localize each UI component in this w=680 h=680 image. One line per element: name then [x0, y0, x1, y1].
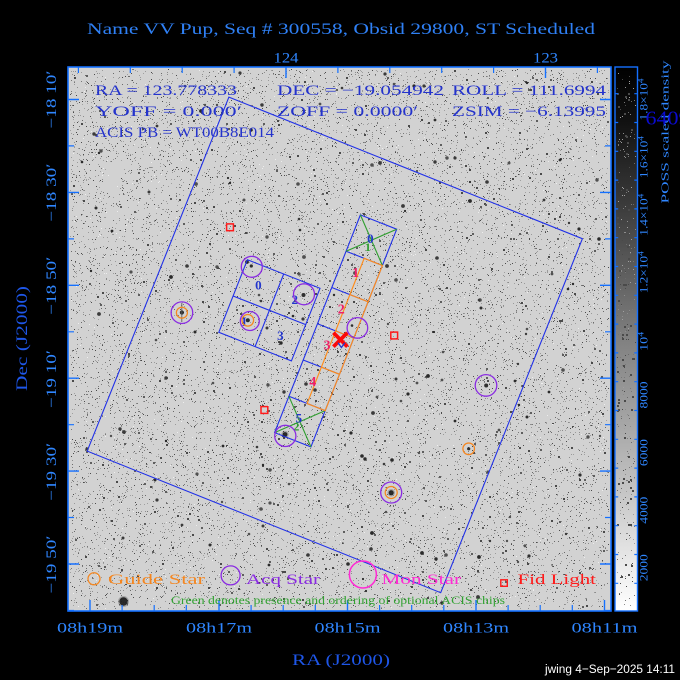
svg-text:2: 2: [293, 420, 299, 434]
svg-text:124: 124: [274, 51, 300, 67]
svg-text:08h13m: 08h13m: [443, 621, 509, 637]
svg-text:ZSIM = −6.13995: ZSIM = −6.13995: [452, 104, 606, 120]
svg-text:3: 3: [324, 339, 331, 354]
svg-text:ZOFF = 0.0000′: ZOFF = 0.0000′: [277, 104, 418, 120]
svg-text:0: 0: [255, 278, 262, 293]
svg-text:Guide Star: Guide Star: [108, 572, 205, 588]
svg-text:08h11m: 08h11m: [572, 621, 638, 637]
svg-text:4: 4: [309, 375, 316, 390]
svg-text:2: 2: [338, 302, 345, 317]
svg-text:−18 10′: −18 10′: [44, 71, 60, 129]
svg-text:ROLL = 111.6994: ROLL = 111.6994: [452, 83, 607, 99]
svg-text:jwing 4−Sep−2025 14:11: jwing 4−Sep−2025 14:11: [544, 662, 675, 676]
svg-text:−18 50′: −18 50′: [44, 257, 60, 315]
svg-text:1.8×104: 1.8×104: [637, 79, 651, 121]
svg-text:08h17m: 08h17m: [186, 621, 252, 637]
svg-text:6409: 6409: [646, 108, 680, 130]
svg-text:Green denotes presence and ord: Green denotes presence and ordering of o…: [171, 593, 505, 607]
svg-text:1: 1: [241, 314, 248, 329]
svg-text:Mon Star: Mon Star: [382, 572, 462, 588]
svg-text:DEC = −19.054942: DEC = −19.054942: [277, 83, 444, 99]
svg-text:POSS scaled density: POSS scaled density: [660, 60, 672, 204]
svg-text:−19 10′: −19 10′: [44, 350, 60, 408]
svg-text:1: 1: [365, 240, 371, 254]
svg-text:−19 30′: −19 30′: [44, 443, 60, 501]
svg-text:8000: 8000: [639, 381, 651, 408]
svg-text:YOFF = 0.000′: YOFF = 0.000′: [95, 104, 242, 120]
svg-text:ACIS PB = WT00B8E014: ACIS PB = WT00B8E014: [95, 125, 275, 141]
svg-text:RA (J2000): RA (J2000): [292, 652, 390, 669]
svg-text:08h15m: 08h15m: [315, 621, 381, 637]
svg-text:−19 50′: −19 50′: [44, 536, 60, 594]
svg-text:1.4×104: 1.4×104: [637, 194, 651, 236]
svg-text:104: 104: [637, 332, 651, 351]
svg-text:RA = 123.778333: RA = 123.778333: [95, 83, 237, 99]
svg-text:Name VV Pup, Seq # 300558, Obs: Name VV Pup, Seq # 300558, Obsid 29800, …: [87, 21, 595, 38]
svg-text:5: 5: [296, 411, 303, 426]
svg-text:Acq Star: Acq Star: [246, 572, 320, 588]
svg-text:Fid Light: Fid Light: [518, 572, 598, 588]
svg-text:1.2×104: 1.2×104: [637, 251, 651, 293]
svg-text:0: 0: [367, 231, 374, 246]
svg-text:Dec (J2000): Dec (J2000): [14, 286, 31, 391]
svg-text:08h19m: 08h19m: [57, 621, 123, 637]
svg-text:−18 30′: −18 30′: [44, 164, 60, 222]
svg-text:3: 3: [277, 328, 284, 343]
svg-text:1.6×104: 1.6×104: [637, 136, 651, 178]
svg-text:4000: 4000: [639, 496, 651, 523]
svg-text:123: 123: [533, 51, 558, 67]
svg-text:2000: 2000: [639, 554, 651, 581]
svg-text:1: 1: [352, 266, 359, 281]
svg-text:6000: 6000: [639, 439, 651, 466]
